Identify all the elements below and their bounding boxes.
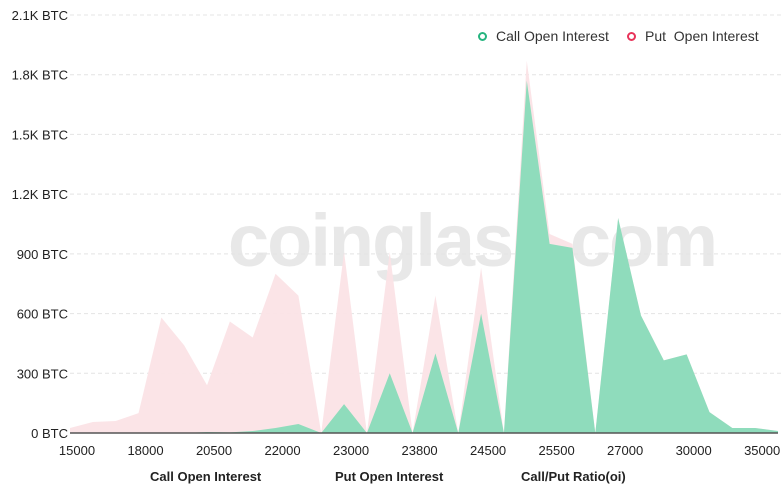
tab-call-open-interest[interactable]: Call Open Interest xyxy=(150,469,262,484)
x-tick-label: 22000 xyxy=(264,443,300,458)
legend-put-label: Put Open Interest xyxy=(645,28,759,44)
put-marker-icon xyxy=(627,31,636,41)
y-tick-label: 1.5K BTC xyxy=(12,127,68,142)
x-tick-label: 30000 xyxy=(676,443,712,458)
legend-call[interactable]: Call Open Interest xyxy=(478,28,609,44)
y-tick-label: 600 BTC xyxy=(17,307,68,322)
y-tick-label: 300 BTC xyxy=(17,366,68,381)
y-tick-label: 1.2K BTC xyxy=(12,187,68,202)
tab-call-put-ratio[interactable]: Call/Put Ratio(oi) xyxy=(521,469,626,484)
y-tick-label: 2.1K BTC xyxy=(12,8,68,23)
x-tick-label: 20500 xyxy=(196,443,232,458)
watermark: coinglass.com xyxy=(228,199,718,282)
x-tick-label: 23800 xyxy=(402,443,438,458)
y-tick-label: 900 BTC xyxy=(17,247,68,262)
open-interest-chart: 0 BTC 300 BTC 600 BTC 900 BTC 1.2K BTC 1.5K B… xyxy=(12,8,782,458)
x-tick-label: 23000 xyxy=(333,443,369,458)
y-tick-label: 0 BTC xyxy=(31,426,68,441)
x-tick-label: 18000 xyxy=(127,443,163,458)
x-tick-label: 27000 xyxy=(607,443,643,458)
legend-put[interactable]: Put Open Interest xyxy=(627,28,759,44)
area-put xyxy=(70,60,778,434)
y-tick-label: 1.8K BTC xyxy=(12,68,68,83)
legend-call-label: Call Open Interest xyxy=(496,28,609,44)
x-tick-label: 35000 xyxy=(744,443,780,458)
call-marker-icon xyxy=(478,31,487,41)
tab-put-open-interest[interactable]: Put Open Interest xyxy=(335,469,444,484)
x-tick-label: 25500 xyxy=(539,443,575,458)
x-tick-label: 15000 xyxy=(59,443,95,458)
x-tick-label: 24500 xyxy=(470,443,506,458)
